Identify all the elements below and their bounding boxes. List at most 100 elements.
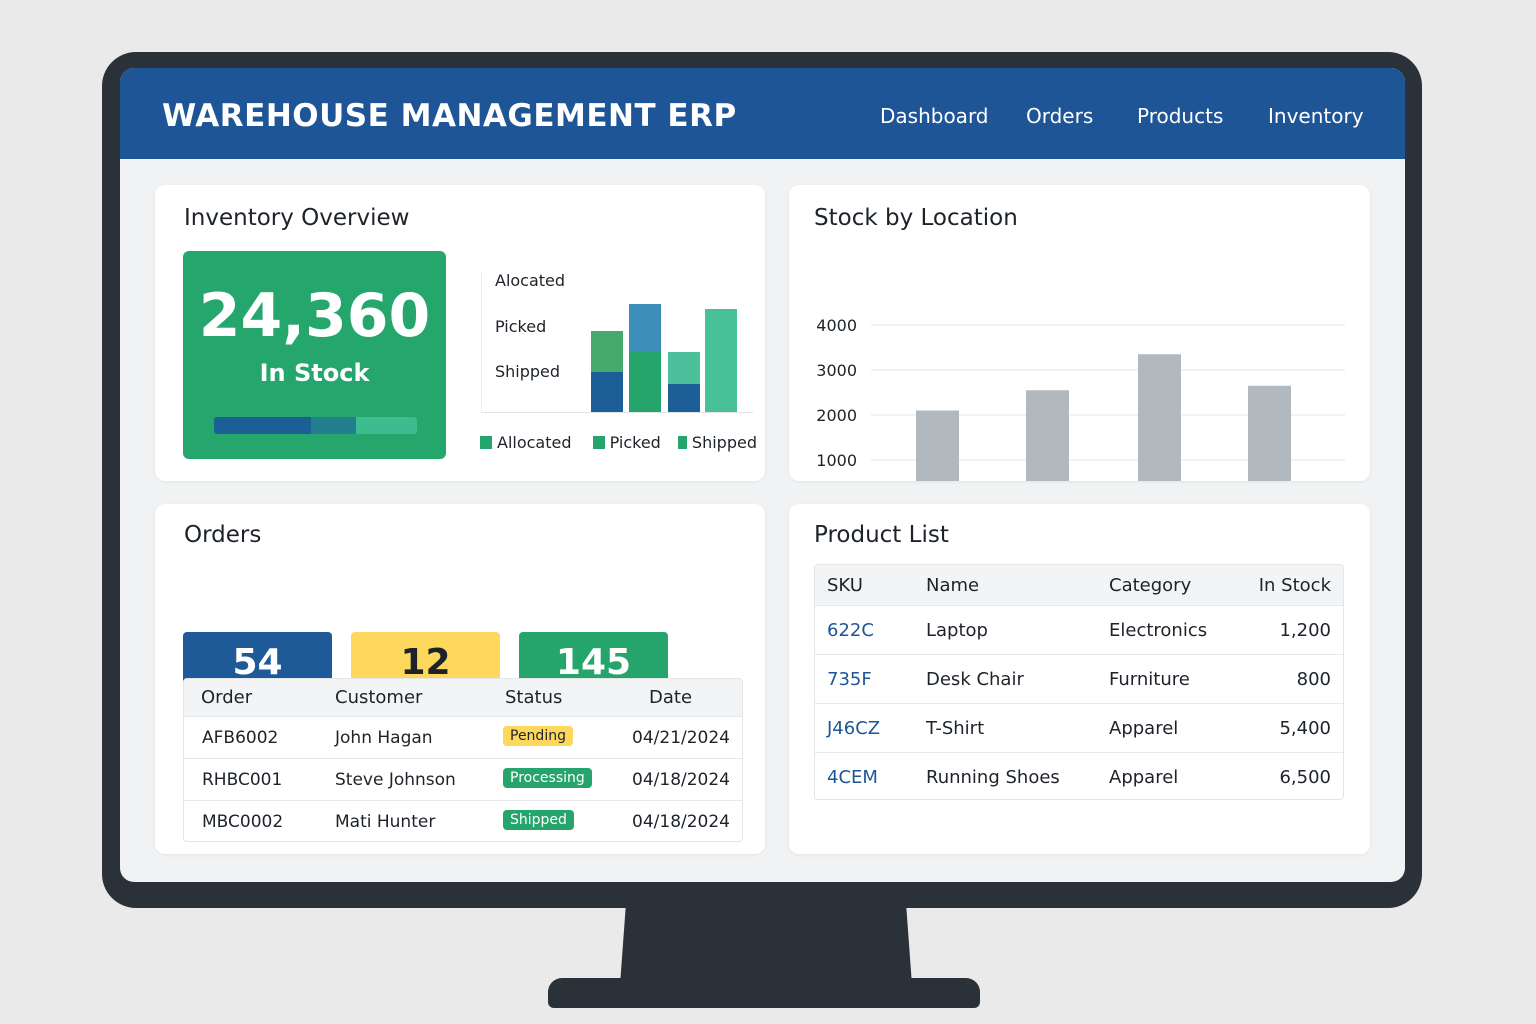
nav-orders[interactable]: Orders <box>1026 104 1094 128</box>
product-name: Desk Chair <box>926 669 1024 690</box>
order-id: MBC0002 <box>202 812 284 832</box>
monitor-base <box>548 978 980 1008</box>
order-date: 04/21/2024 <box>632 728 730 748</box>
in-stock-tile: 24,360 In Stock <box>183 251 446 459</box>
product-row[interactable]: 735F Desk Chair Furniture 800 <box>815 654 1343 703</box>
stock-chart-title: Stock by Location <box>814 205 1018 231</box>
product-list-title: Product List <box>814 522 949 548</box>
order-id: RHBC001 <box>202 770 283 790</box>
mini-label-shipped: Shipped <box>495 362 561 381</box>
mini-bar-segment-shipped <box>705 309 737 412</box>
status-badge: Shipped <box>503 810 574 830</box>
product-name: Laptop <box>926 620 988 641</box>
orders-card: Orders 54 Pending 12 Processing 145 Shipped O… <box>155 504 765 854</box>
product-stock: 6,500 <box>1279 767 1331 788</box>
product-list-card: Product List SKU Name Category In Stock … <box>789 504 1370 854</box>
order-id: AFB6002 <box>202 728 279 748</box>
orders-title: Orders <box>184 522 262 548</box>
app-title: WAREHOUSE MANAGEMENT ERP <box>162 98 737 134</box>
product-category: Electronics <box>1109 620 1208 641</box>
col-sku: SKU <box>827 575 863 596</box>
product-name: Running Shoes <box>926 767 1060 788</box>
inventory-title: Inventory Overview <box>184 205 410 231</box>
product-row[interactable]: J46CZ T-Shirt Apparel 5,400 <box>815 703 1343 752</box>
order-date: 04/18/2024 <box>632 770 730 790</box>
in-stock-label: In Stock <box>259 359 370 387</box>
product-category: Furniture <box>1109 669 1190 690</box>
status-badge: Pending <box>503 726 573 746</box>
order-customer: Steve Johnson <box>335 770 456 790</box>
product-category: Apparel <box>1109 767 1179 788</box>
status-badge: Processing <box>503 768 592 788</box>
progress-segment-allocated <box>214 417 312 434</box>
mini-bar-segment-shipped <box>668 352 700 384</box>
product-sku-link[interactable]: 622C <box>827 620 874 641</box>
stock-by-location-card: Stock by Location 01000200030004000A1A2B… <box>789 185 1370 481</box>
stat-value: 145 <box>555 642 632 683</box>
product-name: T-Shirt <box>926 718 985 739</box>
bar-A2 <box>1026 390 1069 481</box>
product-stock: 1,200 <box>1279 620 1331 641</box>
nav-products[interactable]: Products <box>1137 104 1224 128</box>
legend-allocated: Allocated <box>497 433 572 452</box>
col-order: Order <box>201 687 253 708</box>
inventory-overview-card: Inventory Overview 24,360 In Stock Aloca… <box>155 185 765 481</box>
progress-segment-picked <box>311 417 357 434</box>
col-in-stock: In Stock <box>1258 575 1331 596</box>
bar-A1 <box>916 410 959 481</box>
screen: WAREHOUSE MANAGEMENT ERP Dashboard Order… <box>120 68 1405 882</box>
legend-swatch-shipped <box>677 436 687 449</box>
stat-value: 12 <box>400 642 451 683</box>
orders-table: Order Customer Status Date AFB6002 John … <box>183 678 743 842</box>
monitor-stand <box>620 905 912 985</box>
mini-chart: Alocated Picked Shipped <box>481 271 753 413</box>
order-date: 04/18/2024 <box>632 812 730 832</box>
legend-shipped: Shipped <box>691 433 757 452</box>
product-row[interactable]: 4CEM Running Shoes Apparel 6,500 <box>815 752 1343 799</box>
nav-inventory[interactable]: Inventory <box>1268 104 1364 128</box>
col-customer: Customer <box>335 687 423 708</box>
product-sku-link[interactable]: J46CZ <box>827 718 881 739</box>
order-row[interactable]: MBC0002 Mati Hunter Shipped 04/18/2024 <box>184 800 742 841</box>
product-sku-link[interactable]: 4CEM <box>827 767 878 788</box>
bar-B2 <box>1248 385 1291 481</box>
mini-legend: Allocated Picked Shipped <box>480 433 757 452</box>
bar-B1 <box>1138 354 1181 481</box>
col-date: Date <box>649 687 693 708</box>
product-sku-link[interactable]: 735F <box>827 669 872 690</box>
mini-bar-segment-allocated <box>668 384 700 412</box>
nav-dashboard[interactable]: Dashboard <box>880 104 989 128</box>
in-stock-value: 24,360 <box>198 281 431 351</box>
app-header: WAREHOUSE MANAGEMENT ERP Dashboard Order… <box>120 68 1405 159</box>
y-tick-label: 1000 <box>816 451 857 470</box>
y-tick-label: 2000 <box>816 406 857 425</box>
col-category: Category <box>1109 575 1192 596</box>
y-tick-label: 4000 <box>816 316 857 335</box>
order-customer: John Hagan <box>335 728 433 748</box>
legend-swatch-picked <box>592 436 605 449</box>
order-row[interactable]: RHBC001 Steve Johnson Processing 04/18/2… <box>184 758 742 800</box>
legend-swatch-allocated <box>480 436 492 449</box>
product-table: SKU Name Category In Stock 622C Laptop E… <box>814 564 1344 800</box>
mini-label-picked: Picked <box>495 317 547 336</box>
y-tick-label: 3000 <box>816 361 857 380</box>
progress-segment-shipped <box>356 417 417 434</box>
product-category: Apparel <box>1109 718 1179 739</box>
order-customer: Mati Hunter <box>335 812 436 832</box>
stock-progress-bar <box>214 417 417 434</box>
stock-bar-chart: 01000200030004000A1A2B1B2 <box>816 316 1345 481</box>
product-stock: 5,400 <box>1279 718 1331 739</box>
mini-bar-segment-allocated <box>629 304 661 352</box>
mini-bar-segment-picked <box>591 331 623 372</box>
orders-table-header: Order Customer Status Date <box>184 679 742 716</box>
mini-label-allocated: Alocated <box>495 271 566 290</box>
order-row[interactable]: AFB6002 John Hagan Pending 04/21/2024 <box>184 716 742 758</box>
legend-picked: Picked <box>609 433 661 452</box>
stat-value: 54 <box>232 642 283 683</box>
product-stock: 800 <box>1296 669 1331 690</box>
mini-bar-segment-picked <box>629 352 661 412</box>
product-row[interactable]: 622C Laptop Electronics 1,200 <box>815 605 1343 654</box>
col-status: Status <box>505 687 563 708</box>
col-name: Name <box>926 575 980 596</box>
mini-bar-segment-allocated <box>591 372 623 412</box>
